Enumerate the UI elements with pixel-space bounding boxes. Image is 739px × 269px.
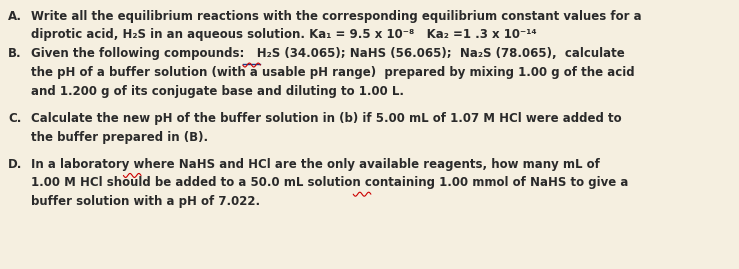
Text: C.: C. [8,112,21,125]
Text: buffer solution with a pH of 7.022.: buffer solution with a pH of 7.022. [30,195,259,208]
Text: and 1.200 g of its conjugate base and diluting to 1.00 L.: and 1.200 g of its conjugate base and di… [30,85,403,98]
Text: Write all the equilibrium reactions with the corresponding equilibrium constant : Write all the equilibrium reactions with… [30,10,641,23]
Text: A.: A. [8,10,22,23]
Text: the pH of a buffer solution (with a usable pH range)  prepared by mixing 1.00 g : the pH of a buffer solution (with a usab… [30,66,634,79]
Text: In a laboratory where NaHS and HCl are the only available reagents, how many mL : In a laboratory where NaHS and HCl are t… [30,158,599,171]
Text: Given the following compounds:   H₂S (34.065); NaHS (56.065);  Na₂S (78.065),  c: Given the following compounds: H₂S (34.0… [30,47,624,60]
Text: 1.00 M HCl should be added to a 50.0 mL solution containing 1.00 mmol of NaHS to: 1.00 M HCl should be added to a 50.0 mL … [30,176,628,189]
Text: Calculate the new pH of the buffer solution in (b) if 5.00 mL of 1.07 M HCl were: Calculate the new pH of the buffer solut… [30,112,621,125]
Text: B.: B. [8,47,22,60]
Text: D.: D. [8,158,23,171]
Text: diprotic acid, H₂S in an aqueous solution. Ka₁ = 9.5 x 10⁻⁸   Ka₂ =1 .3 x 10⁻¹⁴: diprotic acid, H₂S in an aqueous solutio… [30,29,537,41]
Text: the buffer prepared in (B).: the buffer prepared in (B). [30,130,208,144]
